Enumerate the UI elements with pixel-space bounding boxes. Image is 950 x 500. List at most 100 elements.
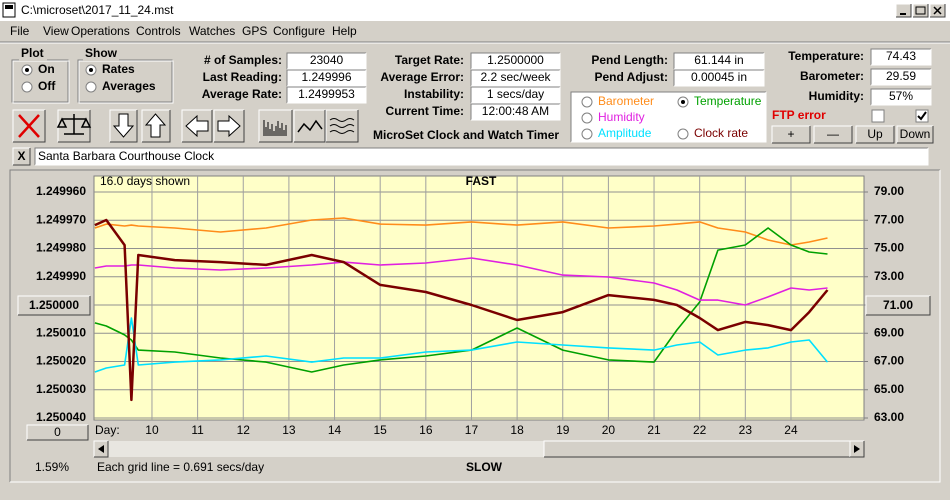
- small-button-light: [813, 125, 852, 143]
- toolbar-button-shadow: [13, 110, 46, 143]
- field-box: [674, 53, 764, 69]
- radio-label[interactable]: On: [38, 62, 55, 76]
- small-button[interactable]: [772, 126, 810, 143]
- menu-item[interactable]: Watches: [189, 24, 235, 38]
- window-button-shadow: [930, 4, 946, 18]
- y-tick-label: 1.250040: [36, 410, 86, 424]
- small-button[interactable]: [897, 126, 933, 143]
- series-radio[interactable]: [581, 96, 593, 108]
- series-radio[interactable]: [581, 128, 593, 140]
- fast-label: FAST: [466, 174, 497, 188]
- small-button[interactable]: [856, 126, 894, 143]
- radio-label[interactable]: Off: [38, 79, 56, 93]
- grid-note: Each grid line = 0.691 secs/day: [97, 460, 264, 474]
- window-button-light: [895, 3, 911, 17]
- toolbar-button[interactable]: [326, 110, 358, 142]
- close-watch-button-shadow: [13, 148, 31, 166]
- field-box: [471, 70, 560, 86]
- small-button-light: [855, 125, 894, 143]
- menu-item[interactable]: View: [43, 24, 69, 38]
- plot-radio[interactable]: [21, 81, 33, 93]
- field-value: 1.2499953: [298, 87, 355, 101]
- button-label[interactable]: 71.00: [883, 298, 913, 312]
- legend-label[interactable]: Clock rate: [694, 126, 748, 140]
- series-radio[interactable]: [581, 112, 593, 124]
- icon-delete: [18, 114, 40, 138]
- menu-item[interactable]: Operations: [71, 24, 130, 38]
- watch-name-box-shadow: [34, 147, 928, 165]
- y2-tick-label: 79.00: [874, 184, 904, 198]
- y2-tick-label: 75.00: [874, 241, 904, 255]
- field-box-shadow: [870, 88, 931, 105]
- scroll-arrow: [854, 445, 860, 453]
- menu-item[interactable]: File: [10, 24, 30, 38]
- button-label[interactable]: 0: [54, 425, 61, 439]
- small-button[interactable]: [814, 126, 852, 143]
- x-tick-label: 13: [282, 423, 296, 437]
- toolbar-button-light: [141, 109, 170, 142]
- toolbar-button-light: [258, 109, 292, 142]
- series-radio[interactable]: [677, 128, 689, 140]
- watch-name: Santa Barbara Courthouse Clock: [38, 149, 215, 163]
- center-button[interactable]: [866, 296, 930, 315]
- y-tick-label: 1.249980: [36, 241, 86, 255]
- series-line: [94, 317, 829, 373]
- button-label[interactable]: X: [17, 149, 25, 163]
- chart-frame-shadow: [9, 169, 940, 482]
- y-tick-label: 1.250030: [36, 382, 86, 396]
- field-box: [674, 70, 764, 86]
- window-button[interactable]: [896, 4, 911, 17]
- x-axis-label: Day:: [95, 423, 120, 437]
- app-icon-detail: [5, 5, 13, 9]
- field-box-shadow: [470, 69, 560, 86]
- show-radio[interactable]: [85, 81, 97, 93]
- scroll-thumb[interactable]: [544, 441, 850, 457]
- field-value: 1.2500000: [487, 53, 544, 67]
- field-box: [471, 53, 560, 69]
- menu-item[interactable]: Help: [332, 24, 357, 38]
- field-box-light: [871, 69, 932, 86]
- maximize-glyph: [915, 6, 926, 15]
- legend-label[interactable]: Temperature: [694, 94, 762, 108]
- icon-bars: [263, 120, 287, 136]
- menu-item[interactable]: GPS: [242, 24, 267, 38]
- x-tick-label: 10: [145, 423, 159, 437]
- y-tick-label: 1.249990: [36, 269, 86, 283]
- button-label[interactable]: +: [787, 127, 794, 141]
- watch-name-box: [35, 148, 928, 165]
- icon-down: [112, 113, 135, 138]
- field-value: 57%: [889, 89, 913, 103]
- legend-label[interactable]: Amplitude: [598, 126, 652, 140]
- icon-left: [185, 114, 209, 138]
- zero-button[interactable]: [27, 425, 88, 440]
- legend-label[interactable]: Barometer: [598, 94, 654, 108]
- scroll-right-shadow: [850, 441, 865, 458]
- y-tick-label: 1.249970: [36, 212, 86, 226]
- button-label[interactable]: —: [827, 127, 839, 141]
- button-label[interactable]: Down: [900, 127, 931, 141]
- legend-label[interactable]: Humidity: [598, 110, 645, 124]
- center-button-light: [17, 295, 90, 315]
- checkbox[interactable]: [871, 109, 885, 123]
- x-tick-label: 20: [602, 423, 616, 437]
- window-button-shadow: [896, 4, 912, 18]
- button-label[interactable]: 1.250000: [29, 298, 79, 312]
- field-box-light: [871, 89, 932, 106]
- center-button[interactable]: [18, 296, 90, 315]
- radio-label[interactable]: Averages: [102, 79, 156, 93]
- show-group-light: [78, 60, 174, 104]
- menu-item[interactable]: Controls: [136, 24, 181, 38]
- radio-label[interactable]: Rates: [102, 62, 135, 76]
- icon-waves: [329, 118, 355, 134]
- toolbar-button-light: [213, 109, 244, 142]
- close-watch-button[interactable]: [13, 148, 30, 165]
- field-value: 1 secs/day: [487, 87, 544, 101]
- window-button[interactable]: [913, 4, 928, 17]
- toolbar-button-shadow: [58, 110, 91, 143]
- scroll-right-light: [849, 440, 864, 457]
- series-line: [94, 218, 829, 402]
- button-label[interactable]: Up: [867, 127, 883, 141]
- menu-item[interactable]: Configure: [273, 24, 325, 38]
- field-label: # of Samples:: [204, 53, 282, 67]
- field-box-shadow: [286, 86, 366, 103]
